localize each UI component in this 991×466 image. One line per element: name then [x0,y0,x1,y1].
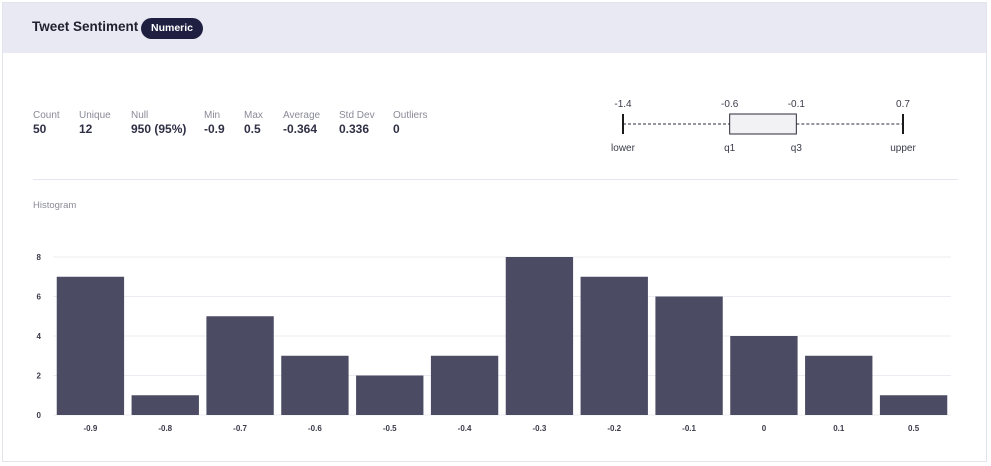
histogram-bar [879,395,948,415]
stat-label: Min [204,110,221,121]
stat-label: Max [244,110,263,121]
stat-value: 12 [79,122,93,136]
x-tick-label: -0.9 [84,424,98,433]
stat-value: 0.5 [244,122,261,136]
x-tick-label: -0.2 [607,424,621,433]
histogram-bar [730,336,798,415]
y-tick-label: 6 [37,293,42,302]
y-tick-label: 0 [37,411,42,420]
boxplot-value-upper: 0.7 [896,99,910,110]
type-badge: Numeric [141,18,204,39]
y-tick-label: 8 [37,253,42,262]
stat-count: Count 50 [33,110,60,136]
x-tick-label: -0.3 [533,424,547,433]
stat-label: Null [131,110,149,121]
x-tick-label: -0.5 [383,424,397,433]
boxplot: -1.4 lower -0.6 q1 -0.1 q3 0.7 upper [611,99,916,154]
stat-null: Null 950 (95%) [131,110,186,136]
stat-label: Std Dev [339,110,375,121]
stat-std-dev: Std Dev 0.336 [339,110,375,136]
stat-outliers: Outliers 0 [393,110,427,136]
histogram-bar [430,355,499,415]
histogram-bar [131,395,199,415]
histogram-bar [356,375,424,415]
x-tick-label: 0.1 [833,424,845,433]
y-tick-label: 4 [37,332,42,341]
iqr-box [729,113,797,135]
boxplot-label-lower: lower [611,143,636,154]
histogram-title: Histogram [33,200,77,211]
stat-unique: Unique 12 [79,110,111,136]
histogram-bar [56,276,125,415]
boxplot-value-lower: -1.4 [614,99,632,110]
divider [33,179,958,180]
histogram-chart: 0 2 4 6 8 -0.9 -0.8 -0.7 -0.6 -0.5 -0.4 -0.3 -0.2 -0.… [37,253,951,433]
x-tick-label: 0 [762,424,767,433]
x-tick-label: -0.8 [158,424,172,433]
histogram-bar [505,257,574,415]
histogram-bar [580,276,648,415]
stat-value: 0.336 [339,122,370,136]
boxplot-label-q1: q1 [724,143,736,154]
y-tick-label: 2 [37,372,42,381]
x-tick-label: -0.1 [682,424,696,433]
column-title: Tweet Sentiment [32,19,139,34]
stat-average: Average -0.364 [283,110,320,136]
card-header: Tweet Sentiment Numeric [3,3,986,53]
x-tick-label: 0.5 [908,424,920,433]
boxplot-value-q1: -0.6 [721,99,739,110]
boxplot-label-q3: q3 [791,143,803,154]
stat-value: -0.9 [204,122,225,136]
histogram-bar [805,355,873,415]
stat-max: Max 0.5 [244,110,263,136]
stat-label: Unique [79,110,111,121]
stat-value: -0.364 [283,122,318,136]
stat-label: Outliers [393,110,428,121]
x-tick-label: -0.6 [308,424,322,433]
x-tick-label: -0.7 [233,424,247,433]
stat-label: Average [283,110,321,121]
histogram-bar [206,316,274,415]
boxplot-label-upper: upper [890,143,916,154]
stat-value: 950 (95%) [131,122,187,136]
stat-value: 0 [393,122,400,136]
stat-label: Count [33,110,60,121]
histogram-bar [281,355,349,415]
boxplot-value-q3: -0.1 [788,99,806,110]
histogram-bar [655,296,723,415]
x-tick-label: -0.4 [458,424,472,433]
stat-value: 50 [33,122,47,136]
stat-min: Min -0.9 [204,110,225,136]
